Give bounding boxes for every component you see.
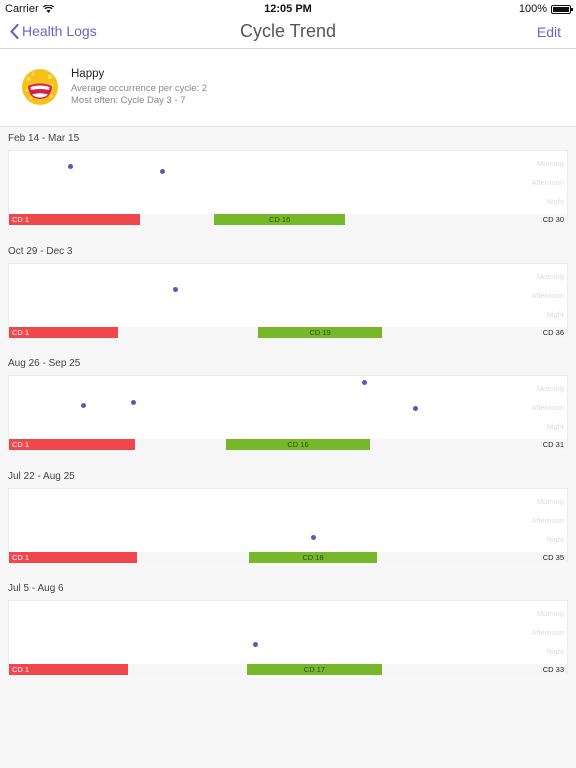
cycle-chart[interactable]: Morning Afternoon Night CD 1 CD 18 CD 35 [8,487,568,563]
time-label-afternoon: Afternoon [531,178,564,187]
back-button-label: Health Logs [22,23,97,39]
cycle-start-label: CD 1 [12,327,30,337]
carrier-label: Carrier [5,3,39,15]
edit-button[interactable]: Edit [536,24,561,40]
fertile-mid-label: CD 17 [303,665,326,674]
cycle-start-label: CD 1 [12,215,30,224]
cycle-date-range: Feb 14 - Mar 15 [8,133,80,144]
log-point[interactable] [362,380,368,386]
period-segment: CD 1 [9,551,137,563]
time-label-morning: Morning [536,496,564,506]
log-point[interactable] [159,169,165,175]
battery-icon [551,4,573,14]
cycle-end-label: CD 35 [542,552,564,562]
fertile-segment: CD 16 [225,439,371,450]
fertile-segment: CD 19 [257,326,383,338]
period-segment: CD 1 [9,214,140,225]
wifi-icon [42,5,54,13]
time-label-afternoon: Afternoon [531,290,564,300]
log-point[interactable] [68,163,74,169]
fertile-segment: CD 18 [249,551,377,563]
cycle-day-bar: CD 1 CD 16 CD 30 [9,214,567,225]
happy-mood-icon [22,69,58,105]
time-label-night: Night [546,197,564,206]
time-label-afternoon: Afternoon [531,403,564,412]
time-label-morning: Morning [536,609,564,618]
log-point[interactable] [310,534,316,540]
chevron-left-icon [10,23,19,39]
period-segment: CD 1 [9,439,136,450]
log-point[interactable] [252,641,258,647]
log-point[interactable] [131,399,137,405]
back-button[interactable]: Health Logs [10,23,97,39]
navigation-bar: Health Logs Cycle Trend Edit [0,18,576,49]
cycle-start-label: CD 1 [12,665,30,674]
fertile-mid-label: CD 19 [309,327,331,337]
time-label-afternoon: Afternoon [531,628,564,637]
cycle-day-bar: CD 1 CD 19 CD 36 [9,326,567,338]
cycle-chart[interactable]: Morning Afternoon Night CD 1 CD 19 CD 36 [8,262,568,338]
cycle-end-label: CD 30 [542,215,564,224]
cycle-chart[interactable]: Morning Afternoon Night CD 1 CD 17 CD 33 [8,600,568,675]
time-label-morning: Morning [536,159,564,168]
time-label-morning: Morning [536,384,564,393]
cycle-end-label: CD 31 [542,440,564,449]
cycle-day-bar: CD 1 CD 18 CD 35 [9,551,567,563]
time-label-morning: Morning [536,271,564,281]
page-title: Cycle Trend [239,21,337,41]
time-label-night: Night [546,422,564,431]
time-label-night: Night [546,309,564,319]
cycle-end-label: CD 33 [542,665,564,674]
fertile-mid-label: CD 16 [287,440,309,449]
fertile-mid-label: CD 16 [269,215,291,224]
time-label-night: Night [546,647,564,656]
log-point[interactable] [80,402,86,408]
log-point[interactable] [172,287,178,293]
cycle-start-label: CD 1 [12,440,30,449]
cycle-date-range: Jul 22 - Aug 25 [8,470,75,482]
log-point[interactable] [412,405,418,411]
average-occurrence: Average occurrence per cycle: 2 [71,83,208,94]
period-segment: CD 1 [9,326,118,338]
most-often: Most often: Cycle Day 3 - 7 [71,95,186,106]
cycle-end-label: CD 36 [542,327,564,337]
cycle-chart[interactable]: Morning Afternoon Night CD 1 CD 16 CD 31 [8,375,568,450]
period-segment: CD 1 [9,664,128,675]
time-label-afternoon: Afternoon [531,515,564,525]
mood-summary: Happy Average occurrence per cycle: 2 Mo… [0,49,576,127]
clock: 12:05 PM [264,3,312,15]
mood-name: Happy [71,68,105,80]
cycle-start-label: CD 1 [12,552,30,562]
time-label-night: Night [546,534,564,544]
cycle-day-bar: CD 1 CD 17 CD 33 [9,664,567,675]
battery-percent: 100% [518,3,547,15]
fertile-mid-label: CD 18 [302,552,324,562]
cycle-date-range: Oct 29 - Dec 3 [8,245,73,257]
cycle-chart[interactable]: Morning Afternoon Night CD 1 CD 16 CD 30 [8,150,568,225]
cycle-date-range: Jul 5 - Aug 6 [8,583,64,594]
cycle-date-range: Aug 26 - Sep 25 [8,358,81,369]
fertile-segment: CD 16 [214,214,345,225]
status-bar: Carrier 12:05 PM 100% [0,0,576,18]
cycle-day-bar: CD 1 CD 16 CD 31 [9,439,567,450]
fertile-segment: CD 17 [246,664,383,675]
